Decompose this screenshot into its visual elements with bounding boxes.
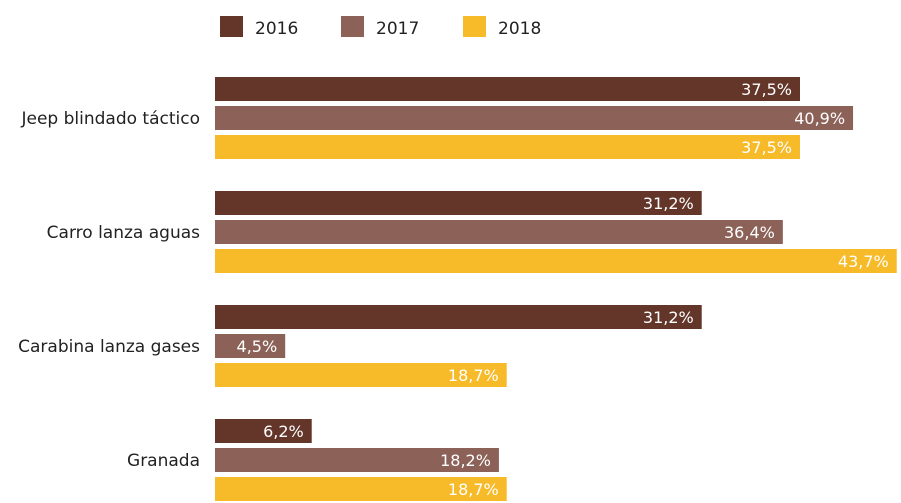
bar-2017 [215, 220, 783, 244]
category-label: Jeep blindado táctico [20, 109, 200, 129]
bar-value-label: 43,7% [838, 252, 889, 271]
bars: 37,5%40,9%37,5% 31,2% 36,4% 43,7% 31,2% 4,5% 1… [215, 77, 897, 501]
bar-2017 [215, 334, 286, 358]
bar-value-label: 40,9% [794, 109, 845, 128]
legend-label-2016: 2016 [255, 19, 298, 39]
bar-2016 [215, 77, 800, 101]
category-label: Carro lanza aguas [47, 223, 200, 243]
bar-value-label: 18,7% [448, 480, 499, 499]
category-labels: Jeep blindado táctico Carro lanza aguas Ca… [18, 109, 200, 471]
legend: 2016 2017 2018 [220, 16, 541, 39]
legend-swatch-2016 [220, 16, 243, 37]
bar-2016 [215, 419, 312, 443]
bar-value-label: 4,5% [237, 337, 278, 356]
category-label: Granada [127, 451, 200, 471]
bar-2016 [215, 191, 702, 215]
bar-2018 [215, 477, 507, 501]
bar-value-label: 18,2% [440, 451, 491, 470]
category-label: Carabina lanza gases [18, 337, 200, 357]
bar-value-label: 37,5% [741, 138, 792, 157]
bar-2018 [215, 249, 897, 273]
legend-swatch-2018 [463, 16, 486, 37]
bar-value-label: 18,7% [448, 366, 499, 385]
bar-value-label: 6,2% [263, 422, 304, 441]
bar-2018 [215, 363, 507, 387]
bar-value-label: 36,4% [724, 223, 775, 242]
bar-2017 [215, 448, 499, 472]
bar-2016 [215, 305, 702, 329]
bar-value-label: 31,2% [643, 308, 694, 327]
bar-value-label: 37,5% [741, 80, 792, 99]
legend-swatch-2017 [341, 16, 364, 37]
bar-2017 [215, 106, 854, 130]
bar-value-label: 31,2% [643, 194, 694, 213]
legend-label-2018: 2018 [498, 19, 541, 39]
legend-label-2017: 2017 [376, 19, 419, 39]
bar-2018 [215, 135, 800, 159]
